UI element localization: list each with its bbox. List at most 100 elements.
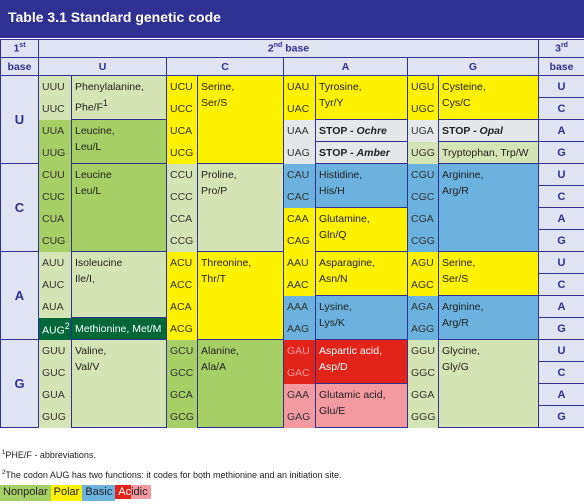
codon-ccg: CCG xyxy=(166,229,198,252)
codon-auc: AUC xyxy=(38,273,72,296)
amino-acid-ser-u: Serine, Ser/S xyxy=(197,75,284,164)
stop-ochre: STOP - Ochre xyxy=(315,119,408,142)
codon-ggc: GGC xyxy=(407,361,439,384)
codon-guu: GUU xyxy=(38,339,72,362)
codon-ugu: UGU xyxy=(407,75,439,98)
codon-gac: GAC xyxy=(283,361,316,384)
color-legend: Nonpolar Polar Basic Acidic xyxy=(0,485,151,501)
codon-cga: CGA xyxy=(407,207,439,230)
footnotes: 1PHE/F - abbreviations. 2The codon AUG h… xyxy=(0,446,584,486)
amino-acid-arg-a: Arginine, Arg/R xyxy=(437,295,540,340)
third-base-c: C xyxy=(538,97,584,120)
codon-ucc: UCC xyxy=(166,97,198,120)
third-base-a: A xyxy=(538,119,584,142)
footnote-2: 2The codon AUG has two functions: it cod… xyxy=(2,470,342,480)
third-base-u: U xyxy=(538,75,584,98)
codon-uga: UGA xyxy=(407,119,439,142)
amino-acid-phe: Phenylalanine, Phe/F1 xyxy=(71,75,167,120)
codon-gcu: GCU xyxy=(166,339,198,362)
third-base-header: 3rd xyxy=(538,39,584,58)
codon-agu: AGU xyxy=(407,251,439,274)
legend-nonpolar: Nonpolar xyxy=(0,485,51,501)
third-base-label: base xyxy=(538,57,584,76)
third-base-g: G xyxy=(538,141,584,164)
codon-ccc: CCC xyxy=(166,185,198,208)
codon-cua: CUA xyxy=(38,207,72,230)
third-base-u: U xyxy=(538,251,584,274)
amino-acid-thr: Threonine, Thr/T xyxy=(197,251,284,340)
first-base-header: 1st xyxy=(0,39,39,58)
third-base-g: G xyxy=(538,405,584,428)
codon-cca: CCA xyxy=(166,207,198,230)
col-header-c: C xyxy=(166,57,284,76)
codon-aac: AAC xyxy=(283,273,316,296)
codon-ggg: GGG xyxy=(407,405,439,428)
codon-uaa: UAA xyxy=(283,119,316,142)
codon-guc: GUC xyxy=(38,361,72,384)
amino-acid-tyr: Tyrosine, Tyr/Y xyxy=(315,75,408,120)
third-base-a: A xyxy=(538,207,584,230)
third-base-g: G xyxy=(538,229,584,252)
second-base-header: 2nd base xyxy=(37,39,540,58)
codon-cuc: CUC xyxy=(38,185,72,208)
codon-uuu: UUU xyxy=(38,75,72,98)
amino-acid-gly: Glycine, Gly/G xyxy=(437,339,540,428)
codon-ccu: CCU xyxy=(166,163,198,186)
amino-acid-asn: Asparagine, Asn/N xyxy=(315,251,408,296)
amino-acid-ser-a: Serine, Ser/S xyxy=(437,251,540,296)
amino-acid-arg-c: Arginine, Arg/R xyxy=(437,163,540,252)
col-header-g: G xyxy=(406,57,540,76)
codon-gaa: GAA xyxy=(283,383,316,406)
codon-gcc: GCC xyxy=(166,361,198,384)
amino-acid-gln: Glutamine, Gln/Q xyxy=(315,207,408,252)
codon-gua: GUA xyxy=(38,383,72,406)
col-header-u: U xyxy=(38,57,167,76)
codon-agg: AGG xyxy=(407,317,439,340)
amino-acid-leu-u: Leucine, Leu/L xyxy=(71,119,167,164)
genetic-code-table: 1st 2nd base 3rd base U C A G base U UUU… xyxy=(0,39,584,428)
third-base-c: C xyxy=(538,361,584,384)
amino-acid-his: Histidine, His/H xyxy=(315,163,408,208)
legend-acidic: Acidic xyxy=(115,485,151,501)
codon-gca: GCA xyxy=(166,383,198,406)
stop-opal: STOP - Opal xyxy=(437,119,540,142)
codon-gga: GGA xyxy=(407,383,439,406)
third-base-u: U xyxy=(538,339,584,362)
third-base-g: G xyxy=(538,317,584,340)
third-base-c: C xyxy=(538,185,584,208)
third-base-a: A xyxy=(538,295,584,318)
codon-ucg: UCG xyxy=(166,141,198,164)
codon-uug: UUG xyxy=(38,141,72,164)
amino-acid-ile: Isoleucine Ile/I, xyxy=(71,251,167,318)
col-header-a: A xyxy=(283,57,408,76)
amino-acid-lys: Lysine, Lys/K xyxy=(315,295,408,340)
codon-gau: GAU xyxy=(283,339,316,362)
first-base-u: U xyxy=(0,75,39,164)
amino-acid-cys: Cysteine, Cys/C xyxy=(437,75,540,120)
codon-uua: UUA xyxy=(38,119,72,142)
codon-cug: CUG xyxy=(38,229,72,252)
amino-acid-pro: Proline, Pro/P xyxy=(197,163,284,252)
codon-cag: CAG xyxy=(283,229,316,252)
amino-acid-trp: Tryptophan, Trp/W xyxy=(437,141,540,164)
codon-ugc: UGC xyxy=(407,97,439,120)
codon-uau: UAU xyxy=(283,75,316,98)
first-base-g: G xyxy=(0,339,39,428)
amino-acid-asp: Aspartic acid, Asp/D xyxy=(315,339,408,384)
codon-uuc: UUC xyxy=(38,97,72,120)
first-base-label: base xyxy=(0,57,39,76)
codon-caa: CAA xyxy=(283,207,316,230)
codon-cac: CAC xyxy=(283,185,316,208)
codon-agc: AGC xyxy=(407,273,439,296)
codon-ugg: UGG xyxy=(407,141,439,164)
amino-acid-met: Methionine, Met/M xyxy=(71,317,167,340)
amino-acid-glu: Glutamic acid, Glu/E xyxy=(315,383,408,428)
codon-cgg: CGG xyxy=(407,229,439,252)
first-base-a: A xyxy=(0,251,39,340)
codon-aug: AUG2 xyxy=(38,317,72,340)
codon-uac: UAC xyxy=(283,97,316,120)
table-title: Table 3.1 Standard genetic code xyxy=(0,0,584,38)
amino-acid-ala: Alanine, Ala/A xyxy=(197,339,284,428)
codon-cgu: CGU xyxy=(407,163,439,186)
codon-uag: UAG xyxy=(283,141,316,164)
